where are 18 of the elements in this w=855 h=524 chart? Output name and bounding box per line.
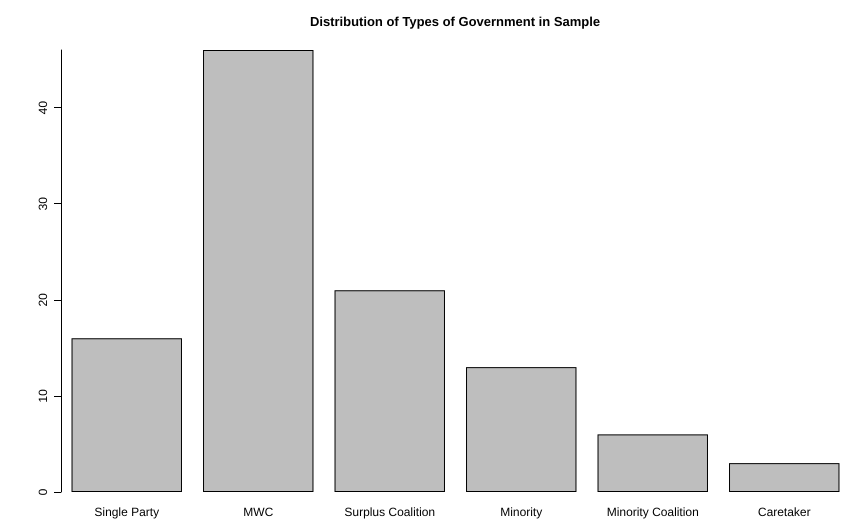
- bar: [334, 290, 445, 492]
- x-tick-label: Caretaker: [758, 505, 811, 519]
- x-tick-label: Single Party: [94, 505, 160, 519]
- x-tick-label: Surplus Coalition: [344, 505, 436, 519]
- x-tick-label: Minority Coalition: [606, 505, 699, 519]
- x-tick-label: MWC: [243, 505, 274, 519]
- y-tick-label: 30: [36, 196, 50, 210]
- y-tick-label: 10: [36, 388, 50, 403]
- bar: [72, 338, 182, 492]
- y-tick-label: 0: [36, 488, 50, 496]
- x-tick-label: Minority: [500, 505, 542, 519]
- y-tick-label: 40: [36, 100, 50, 114]
- y-tick-label: 20: [36, 292, 50, 307]
- bar: [466, 367, 576, 492]
- chart-title: Distribution of Types of Government in Sample: [310, 14, 600, 29]
- bar: [203, 50, 314, 492]
- bar: [729, 463, 840, 492]
- bar: [598, 434, 708, 492]
